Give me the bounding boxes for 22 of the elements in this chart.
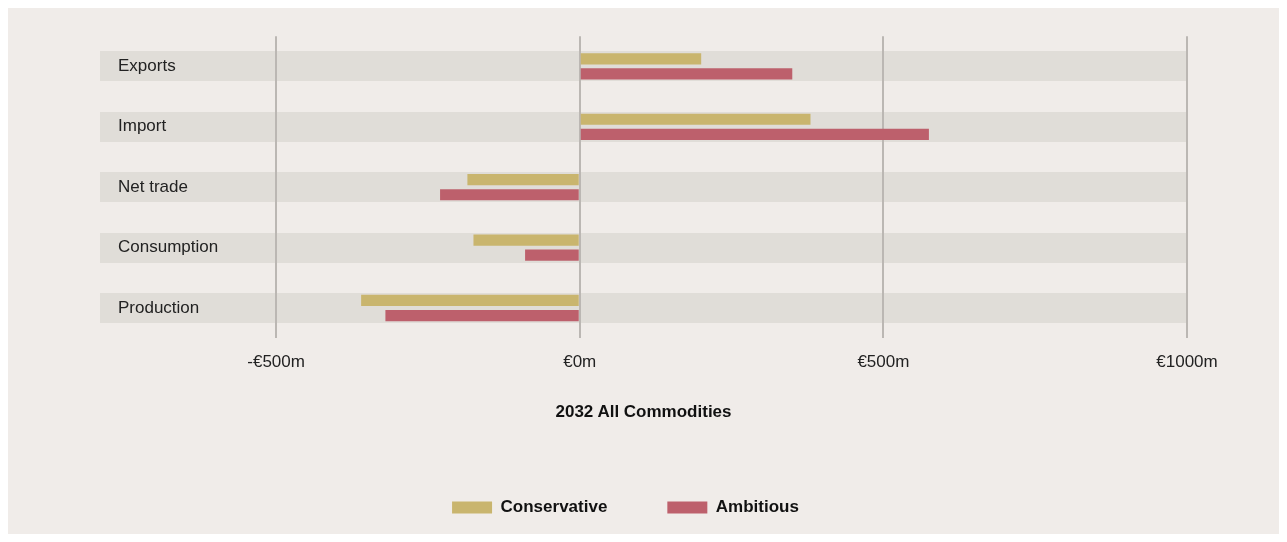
x-tick-label: €0m	[563, 352, 597, 372]
x-tick-label: €500m	[857, 352, 910, 372]
y-tick-label: Net trade	[118, 176, 188, 196]
x-tick-label: -€500m	[247, 352, 305, 372]
legend-label: Conservative	[500, 497, 608, 517]
y-tick-label: Import	[118, 116, 167, 136]
bar	[525, 249, 579, 261]
bar	[580, 128, 929, 140]
bar	[473, 234, 579, 246]
y-tick-label: Production	[118, 297, 200, 317]
bar	[467, 174, 579, 186]
bar	[580, 113, 811, 125]
y-tick-label: Consumption	[118, 237, 219, 257]
x-tick-label: €1000m	[1156, 352, 1218, 372]
bar	[385, 309, 579, 322]
bar	[361, 294, 579, 307]
legend-label: Ambitious	[715, 497, 799, 517]
y-tick-label: Exports	[118, 56, 176, 76]
bar	[580, 68, 793, 80]
bar	[580, 53, 702, 65]
bar	[440, 189, 579, 201]
x-axis-title: 2032 All Commodities	[555, 402, 732, 422]
